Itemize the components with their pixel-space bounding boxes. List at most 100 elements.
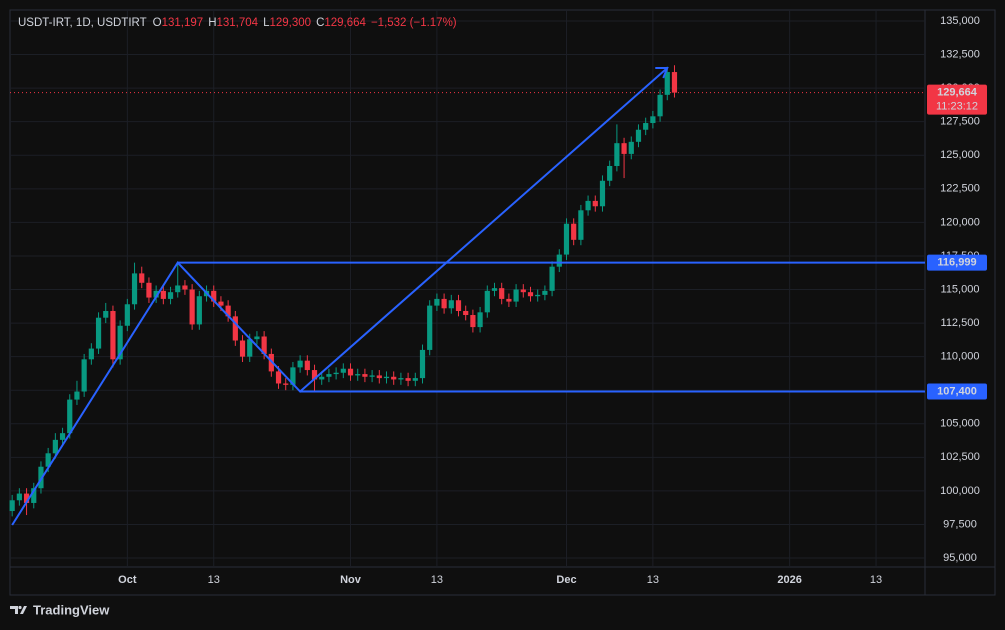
candle-body bbox=[225, 305, 231, 317]
candle-body bbox=[391, 376, 397, 380]
logo-dot bbox=[18, 605, 22, 610]
x-tick-label: 13 bbox=[870, 574, 882, 586]
candle-body bbox=[333, 372, 339, 375]
candle-body bbox=[419, 349, 426, 379]
x-tick-label: 13 bbox=[647, 574, 659, 586]
candle-body bbox=[383, 376, 390, 379]
candle-body bbox=[535, 294, 541, 297]
x-tick-label: 2026 bbox=[777, 574, 801, 586]
price-tag-label: 107,400 bbox=[937, 385, 977, 397]
candle-body bbox=[117, 325, 123, 360]
candle-body bbox=[520, 289, 526, 293]
candle-body bbox=[362, 374, 368, 377]
candle-body bbox=[527, 292, 534, 297]
candle-body bbox=[585, 200, 591, 211]
candle-body bbox=[398, 378, 404, 380]
candle-body bbox=[67, 399, 73, 434]
y-tick-label: 95,000 bbox=[943, 552, 977, 564]
candle-body bbox=[319, 376, 325, 380]
price-tag bbox=[927, 383, 987, 400]
candle-body bbox=[146, 282, 152, 298]
candle-body bbox=[290, 367, 296, 385]
x-tick-label: Oct bbox=[118, 574, 137, 586]
y-tick-label: 105,000 bbox=[940, 418, 980, 430]
logo: TradingView bbox=[10, 602, 110, 617]
candle-body bbox=[131, 273, 138, 305]
candle-body bbox=[369, 375, 375, 377]
y-tick-label: 102,500 bbox=[940, 451, 980, 463]
candle-body bbox=[160, 290, 166, 299]
candle-body bbox=[275, 371, 282, 384]
candle-body bbox=[607, 165, 613, 181]
last-price-tag bbox=[927, 84, 987, 115]
candle-body bbox=[614, 143, 620, 166]
candle-body bbox=[103, 310, 109, 318]
candle-body bbox=[110, 310, 116, 360]
y-tick-label: 120,000 bbox=[940, 216, 980, 228]
candle-body bbox=[542, 290, 548, 295]
x-tick-label: 13 bbox=[431, 574, 443, 586]
candle-body bbox=[347, 368, 354, 376]
candle-body bbox=[650, 116, 656, 124]
candle-body bbox=[9, 500, 15, 512]
candle-body bbox=[261, 336, 267, 354]
candle-body bbox=[232, 316, 238, 341]
candle-body bbox=[513, 289, 519, 302]
candle-body bbox=[124, 304, 130, 326]
y-tick-label: 125,000 bbox=[940, 149, 980, 161]
y-tick-label: 115,000 bbox=[941, 283, 980, 295]
candle-body bbox=[218, 301, 224, 306]
candle-body bbox=[376, 375, 382, 379]
candle-body bbox=[139, 273, 145, 283]
candle-body bbox=[441, 298, 447, 309]
candle-body bbox=[297, 360, 303, 368]
candle-body bbox=[283, 383, 289, 385]
y-tick-label: 97,500 bbox=[943, 518, 977, 530]
candle-body bbox=[657, 94, 663, 117]
candle-body bbox=[599, 180, 606, 207]
candle-body bbox=[405, 378, 411, 381]
candle-body bbox=[182, 285, 188, 290]
candle-body bbox=[95, 317, 102, 349]
frame bbox=[9, 9, 996, 596]
candle-body bbox=[268, 353, 274, 372]
candle-body bbox=[671, 72, 678, 93]
y-tick-label: 100,000 bbox=[940, 485, 980, 497]
y-tick-label: 132,500 bbox=[940, 48, 980, 60]
candle-body bbox=[247, 339, 253, 357]
candle-body bbox=[628, 141, 634, 154]
candle-body bbox=[196, 296, 202, 325]
field-value: 131,704 bbox=[216, 17, 259, 29]
candle-body bbox=[38, 466, 44, 489]
brand: TradingView bbox=[33, 602, 110, 617]
candle-body bbox=[643, 123, 649, 130]
candle-body bbox=[448, 300, 454, 309]
candle-body bbox=[23, 493, 30, 503]
candle-body bbox=[455, 300, 462, 311]
countdown: 11:23:12 bbox=[936, 101, 978, 113]
candle-body bbox=[254, 336, 260, 340]
tags: 116,999 107,400 129,664 11:23:12 bbox=[927, 84, 987, 400]
field-key: C bbox=[316, 17, 325, 29]
candle-body bbox=[304, 360, 310, 371]
candle-body bbox=[16, 493, 22, 501]
candle-body bbox=[74, 391, 80, 400]
candle-body bbox=[463, 310, 469, 316]
candle-body bbox=[549, 266, 555, 291]
candle-body bbox=[571, 223, 577, 240]
candle-body bbox=[31, 488, 37, 503]
y-tick-label: 110,000 bbox=[941, 351, 980, 363]
candle-body bbox=[664, 72, 670, 95]
candle-body bbox=[412, 378, 418, 381]
y-tick-label: 112,500 bbox=[941, 317, 980, 329]
candle-body bbox=[355, 374, 361, 376]
candle-body bbox=[621, 143, 627, 154]
field-value: 131,197 bbox=[161, 17, 204, 29]
candle-body bbox=[592, 200, 598, 207]
candle-body bbox=[340, 368, 346, 373]
candle-body bbox=[427, 305, 433, 350]
candle-body bbox=[491, 288, 498, 291]
candle-body bbox=[211, 290, 217, 302]
